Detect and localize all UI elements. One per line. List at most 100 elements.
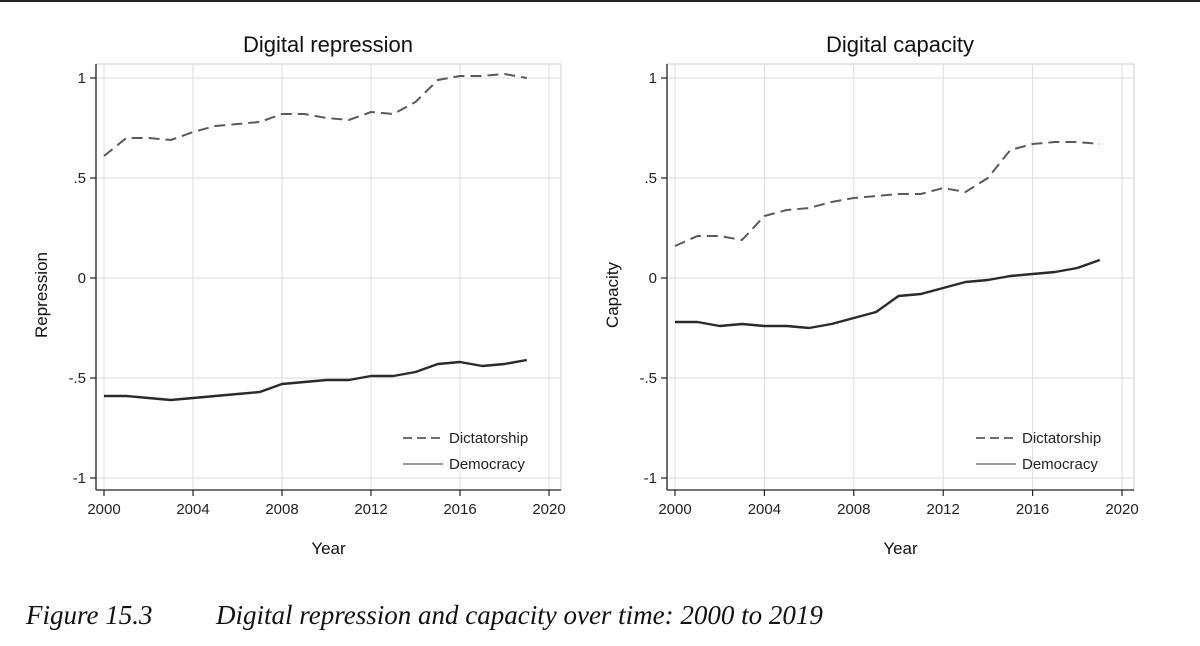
panel-2-dictatorship-point-2004 bbox=[763, 215, 765, 217]
panel-1-dictatorship-point-2006 bbox=[236, 123, 238, 125]
panel-2-dictatorship-point-2016 bbox=[1031, 143, 1033, 145]
panel-1-democracy-point-2009 bbox=[303, 381, 305, 383]
top-rule bbox=[0, 0, 1200, 2]
panel-2-series-democracy-line bbox=[675, 258, 1101, 330]
panel-2-xtick-label-5: 2020 bbox=[1105, 501, 1138, 518]
panel-1-plot-area bbox=[95, 63, 562, 491]
panel-2-democracy-point-2002 bbox=[719, 325, 721, 327]
panel-2-dictatorship-point-2000 bbox=[674, 245, 676, 247]
panel-2-ytick-label-2: 0 bbox=[649, 270, 657, 287]
panel-2-dictatorship-point-2002 bbox=[719, 235, 721, 237]
panel-2-democracy-point-2005 bbox=[786, 325, 788, 327]
panel-2-xtick-label-1: 2004 bbox=[748, 501, 781, 518]
figure-charts: 1 .5 0 -.5 -1 2000 2004 2008 2012 2016 2020 Digital… bbox=[32, 32, 1139, 558]
panel-2-democracy-point-2014 bbox=[987, 279, 989, 281]
panel-2-dictatorship-point-2006 bbox=[808, 207, 810, 209]
panel-2-x-axis-label: Year bbox=[883, 539, 918, 558]
panel-1-series-dictatorship-line bbox=[103, 73, 527, 157]
panel-1-dictatorship-point-2015 bbox=[437, 79, 439, 81]
panel-1-democracy-point-2015 bbox=[437, 363, 439, 365]
panel-2-democracy-point-2010 bbox=[897, 295, 899, 297]
panel-2-dictatorship-point-2001 bbox=[696, 235, 698, 237]
panel-1-xtick-label-5: 2020 bbox=[532, 501, 565, 518]
panel-1-democracy-point-2013 bbox=[392, 375, 394, 377]
panel-1-dictatorship-point-2001 bbox=[125, 137, 127, 139]
panel-1-ytick-label-1: .5 bbox=[73, 170, 86, 187]
panel-1-xtick-label-1: 2004 bbox=[176, 501, 209, 518]
panel-1-dictatorship-point-2005 bbox=[214, 125, 216, 127]
panel-1-dictatorship-point-2008 bbox=[281, 113, 283, 115]
panel-2-dictatorship-point-2008 bbox=[853, 197, 855, 199]
panel-1-democracy-point-2007 bbox=[259, 391, 261, 393]
panel-1-dictatorship-point-2012 bbox=[370, 111, 372, 113]
panel-2-democracy-point-2003 bbox=[741, 323, 743, 325]
panel-2-democracy-point-2008 bbox=[853, 317, 855, 319]
panel-1-democracy-point-2017 bbox=[481, 365, 483, 367]
panel-1-title: Digital repression bbox=[243, 32, 413, 57]
panel-2-democracy-point-2016 bbox=[1031, 273, 1033, 275]
panel-1-y-axis-label: Repression bbox=[32, 252, 51, 338]
panel-2-democracy-point-2006 bbox=[808, 327, 810, 329]
panel-1-xtick-label-0: 2000 bbox=[87, 501, 120, 518]
figure-number: Figure 15.3 bbox=[26, 600, 153, 630]
panel-2-democracy-point-2009 bbox=[875, 311, 877, 313]
panel-1-dictatorship-point-2011 bbox=[348, 119, 350, 121]
panel-2-dictatorship-point-2012 bbox=[942, 187, 944, 189]
panel-1-xtick-label-4: 2016 bbox=[443, 501, 476, 518]
panel-1-dictatorship-point-2019 bbox=[526, 77, 528, 79]
panel-2-democracy-point-2015 bbox=[1009, 275, 1011, 277]
panel-1-dictatorship-point-2010 bbox=[325, 117, 327, 119]
panel-1-democracy-point-2014 bbox=[414, 371, 416, 373]
panel-1-legend-dictatorship-label: Dictatorship bbox=[449, 430, 528, 447]
panel-2-ytick-label-4: -1 bbox=[644, 470, 657, 487]
panel-2-dictatorship-point-2019 bbox=[1098, 143, 1100, 145]
panel-2-plot-area bbox=[666, 63, 1135, 491]
panel-2-democracy-point-2013 bbox=[964, 281, 966, 283]
panel-1-democracy-point-2004 bbox=[192, 397, 194, 399]
panel-2-legend-democracy-label: Democracy bbox=[1022, 456, 1098, 473]
panel-1-dictatorship-point-2003 bbox=[170, 139, 172, 141]
panel-2-title: Digital capacity bbox=[826, 32, 974, 57]
panel-1-xtick-label-3: 2012 bbox=[354, 501, 387, 518]
panel-2-legend-dictatorship-label: Dictatorship bbox=[1022, 430, 1101, 447]
panel-2-democracy-point-2017 bbox=[1054, 271, 1056, 273]
panel-2-xtick-label-3: 2012 bbox=[927, 501, 960, 518]
panel-1-democracy-point-2002 bbox=[147, 397, 149, 399]
panel-1-x-axis-label: Year bbox=[311, 539, 346, 558]
panel-1-democracy-point-2016 bbox=[459, 361, 461, 363]
panel-2-dictatorship-point-2015 bbox=[1009, 149, 1011, 151]
panel-2-dictatorship-point-2005 bbox=[786, 209, 788, 211]
panel-1-dictatorship-point-2017 bbox=[481, 75, 483, 77]
panel-2-dictatorship-point-2014 bbox=[987, 177, 989, 179]
panel-1-democracy-point-2008 bbox=[281, 383, 283, 385]
panel-2-dictatorship-point-2007 bbox=[830, 201, 832, 203]
panel-1-democracy-point-2018 bbox=[503, 363, 505, 365]
panel-2-dictatorship-point-2010 bbox=[897, 193, 899, 195]
panel-1-xtick-label-2: 2008 bbox=[265, 501, 298, 518]
panel-1-dictatorship-point-2000 bbox=[103, 155, 105, 157]
panel-1-dictatorship-point-2018 bbox=[503, 73, 505, 75]
panel-1-ytick-label-3: -.5 bbox=[68, 370, 86, 387]
panel-1-dictatorship-point-2014 bbox=[414, 101, 416, 103]
panel-1-dictatorship-point-2002 bbox=[147, 137, 149, 139]
panel-1-democracy-point-2005 bbox=[214, 395, 216, 397]
panel-2-ytick-label-0: 1 bbox=[649, 70, 657, 87]
panel-1-dictatorship-point-2013 bbox=[392, 113, 394, 115]
panel-2-xtick-label-4: 2016 bbox=[1016, 501, 1049, 518]
panel-2-dictatorship-point-2018 bbox=[1076, 141, 1078, 143]
panel-2-dictatorship-point-2013 bbox=[964, 191, 966, 193]
panel-2-democracy-point-2012 bbox=[942, 287, 944, 289]
panel-1-democracy-point-2011 bbox=[348, 379, 350, 381]
panel-2-democracy-point-2000 bbox=[674, 321, 676, 323]
panel-1-democracy-point-2006 bbox=[236, 393, 238, 395]
panel-1-democracy-point-2003 bbox=[170, 399, 172, 401]
panel-1-democracy-point-2019 bbox=[526, 359, 528, 361]
panel-1-democracy-point-2000 bbox=[103, 395, 105, 397]
panel-1-ytick-label-2: 0 bbox=[78, 270, 86, 287]
panel-1-dictatorship-point-2007 bbox=[259, 121, 261, 123]
panel-1-dictatorship-point-2016 bbox=[459, 75, 461, 77]
panel-1-democracy-point-2010 bbox=[325, 379, 327, 381]
panel-1-democracy-point-2001 bbox=[125, 395, 127, 397]
